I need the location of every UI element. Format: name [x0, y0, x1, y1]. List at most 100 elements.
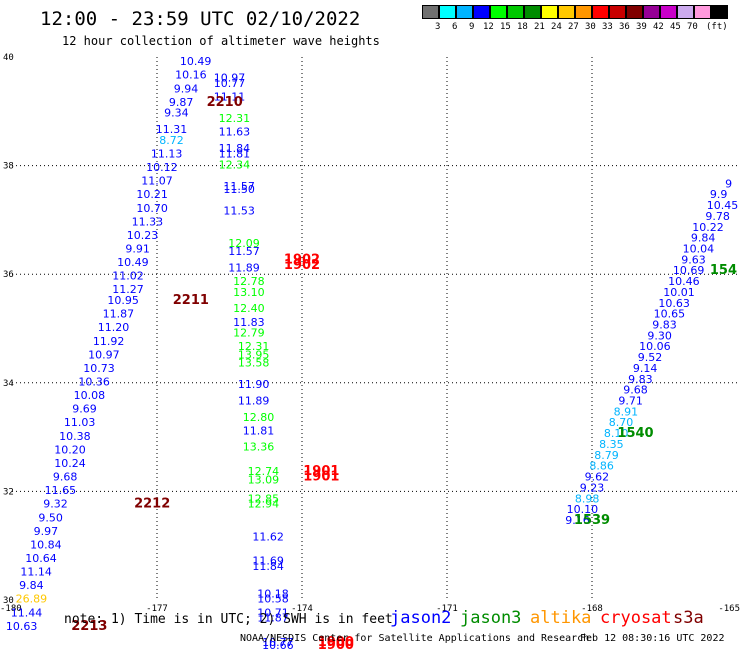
- wave-height-point: 11.81: [243, 424, 275, 437]
- wave-height-point: 10.77: [262, 636, 294, 649]
- wave-height-point: 10.01: [663, 286, 695, 299]
- x-tick-label: -168: [581, 604, 603, 614]
- wave-height-point: 11.53: [223, 204, 255, 217]
- wave-height-point: 8.10: [604, 427, 629, 440]
- wave-height-point: 11.84: [252, 560, 284, 573]
- y-tick-label: 34: [3, 379, 14, 389]
- wave-height-point: 11.62: [252, 530, 284, 543]
- legend-item-cryosat: cryosat: [600, 608, 672, 628]
- wave-height-point: 9.68: [53, 471, 78, 484]
- wave-height-point: 10.71: [257, 606, 289, 619]
- wave-height-point: 13.10: [233, 286, 265, 299]
- wave-height-point: 9.30: [647, 329, 672, 342]
- color-swatch: [558, 5, 575, 19]
- wave-height-point: 11.33: [132, 215, 164, 228]
- color-swatch: [643, 5, 660, 19]
- wave-height-point: 10.63: [6, 620, 38, 633]
- wave-height-point: 9.84: [691, 232, 716, 245]
- wave-height-point: 10.38: [59, 430, 91, 443]
- wave-height-point: 10.66: [262, 639, 294, 650]
- legend-item-jason3: jason3: [460, 608, 522, 628]
- wave-height-point: 11.03: [64, 416, 96, 429]
- timestamp-text: Feb 12 08:30:16 UTC 2022: [580, 633, 725, 644]
- wave-height-point: 12.80: [243, 411, 275, 424]
- pass-time-label: 1902: [284, 258, 320, 273]
- wave-height-point: 13.58: [238, 357, 270, 370]
- wave-height-point: 10.64: [25, 552, 57, 565]
- wave-height-point: 12.40: [233, 302, 265, 315]
- wave-height-point: 9.97: [34, 525, 59, 538]
- pass-time-label: 1539: [574, 513, 610, 528]
- wave-height-point: 11.87: [257, 612, 289, 625]
- color-scale-label: 9: [469, 22, 475, 32]
- color-scale-label: 45: [670, 22, 681, 32]
- x-tick-label: -180: [0, 604, 22, 614]
- wave-height-point: 10.97: [214, 71, 246, 84]
- wave-height-point: 11.90: [238, 378, 270, 391]
- wave-height-point: 10.73: [83, 362, 115, 375]
- wave-height-point: 11.87: [103, 308, 135, 321]
- color-scale-label: 24: [551, 22, 562, 32]
- wave-height-point: 12.74: [248, 465, 280, 478]
- wave-height-point: 11.57: [228, 245, 260, 258]
- y-tick-label: 36: [3, 270, 14, 280]
- color-scale-label: 12: [483, 22, 494, 32]
- wave-height-point: 9.84: [19, 579, 44, 592]
- wave-height-point: 9.78: [705, 210, 730, 223]
- wave-height-point: 9.32: [43, 498, 68, 511]
- wave-height-point: 9.87: [169, 96, 194, 109]
- chart-subtitle: 12 hour collection of altimeter wave hei…: [62, 34, 380, 48]
- wave-height-point: 10.18: [257, 587, 289, 600]
- wave-height-point: 10.08: [74, 389, 106, 402]
- wave-height-point: 11.63: [219, 126, 251, 139]
- pass-time-label: 2211: [173, 293, 209, 308]
- wave-height-point: 11.89: [228, 261, 260, 274]
- y-tick-label: 40: [3, 53, 14, 63]
- pass-time-label: 2213: [71, 619, 107, 634]
- wave-height-point: 9.9: [710, 188, 728, 201]
- color-scale-label: 3: [435, 22, 441, 32]
- pass-time-label: 1901: [303, 470, 339, 485]
- legend-item-altika: altika: [530, 608, 592, 628]
- wave-height-point: 9.14: [633, 362, 658, 375]
- wave-height-point: 11.07: [141, 175, 173, 188]
- wave-height-point: 10.12: [146, 161, 178, 174]
- color-swatch: [524, 5, 541, 19]
- color-swatch: [456, 5, 473, 19]
- wave-height-point: 8.79: [594, 449, 619, 462]
- wave-height-point: 11.02: [112, 270, 144, 283]
- wave-height-point: 10.20: [54, 443, 86, 456]
- wave-height-point: 10.70: [136, 202, 168, 215]
- wave-height-point: 9.50: [38, 511, 63, 524]
- wave-height-point: 11.27: [112, 283, 144, 296]
- color-scale-unit: (ft): [706, 22, 728, 32]
- wave-height-point: 10.77: [214, 77, 246, 90]
- wave-height-point: 10.23: [127, 229, 159, 242]
- wave-height-point: 10.45: [707, 199, 739, 212]
- color-scale-label: 70: [687, 22, 698, 32]
- wave-height-point: 11.84: [219, 142, 251, 155]
- wave-height-point: 10.04: [683, 242, 715, 255]
- wave-height-point: 12.94: [248, 498, 280, 511]
- wave-height-point: 11.14: [20, 566, 52, 579]
- wave-height-point: 9.94: [174, 82, 199, 95]
- color-scale-label: 30: [585, 22, 596, 32]
- wave-height-point: 13.95: [238, 348, 270, 361]
- wave-height-point: 8.98: [575, 492, 600, 505]
- wave-height-point: 10.46: [668, 275, 700, 288]
- wave-height-point: 9.83: [652, 319, 677, 332]
- color-swatch: [660, 5, 677, 19]
- wave-height-point: 9.63: [681, 253, 706, 266]
- pass-time-label: 1902: [284, 252, 320, 267]
- credit-text: NOAA/NESDIS Center for Satellite Applica…: [240, 633, 590, 644]
- pass-time-label: 1540: [617, 426, 653, 441]
- wave-height-point: 10.21: [136, 188, 168, 201]
- y-tick-label: 32: [3, 487, 14, 497]
- color-swatch: [711, 5, 728, 19]
- wave-height-point: 9.69: [72, 403, 97, 416]
- wave-height-point: 9.91: [125, 242, 150, 255]
- wave-height-point: 12.34: [219, 158, 251, 171]
- wave-height-point: 10.49: [117, 256, 149, 269]
